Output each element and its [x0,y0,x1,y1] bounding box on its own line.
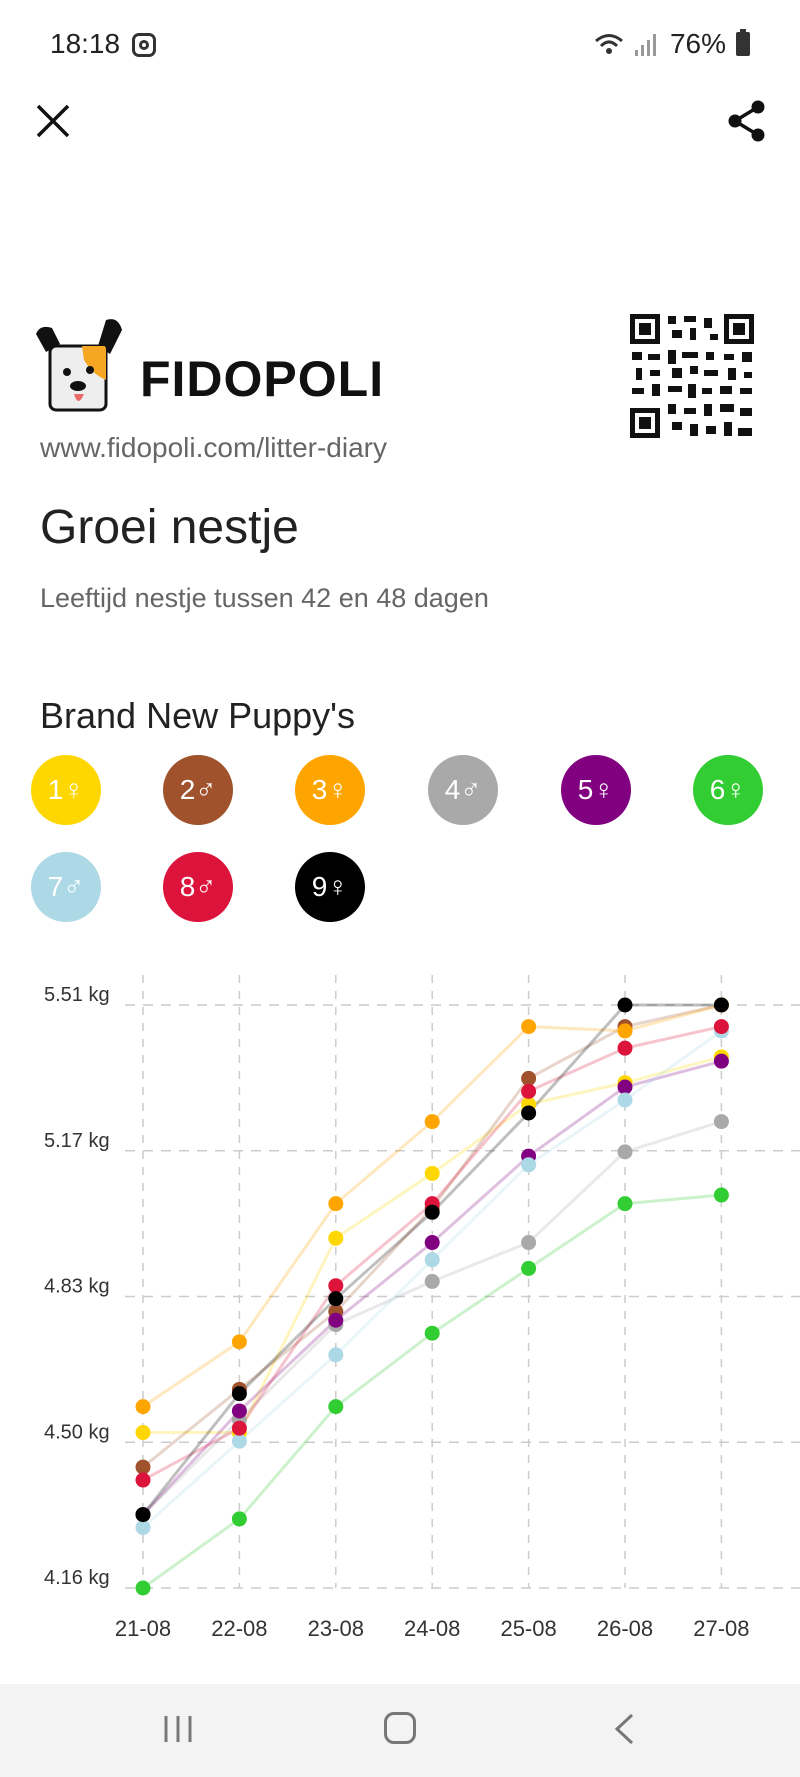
back-icon[interactable] [612,1712,636,1746]
data-point-4 [521,1235,537,1251]
y-tick-label: 4.50 kg [44,1421,110,1443]
x-tick-label: 27-08 [693,1616,749,1641]
puppy-badge-7[interactable]: 7♂ [31,852,101,922]
data-point-3 [231,1334,247,1350]
data-point-8 [231,1420,247,1436]
status-icons: 76% [594,28,750,60]
data-point-8 [713,1019,729,1035]
data-point-6 [328,1399,344,1415]
y-tick-label: 4.16 kg [44,1567,110,1589]
data-point-3 [328,1196,344,1212]
data-point-5 [713,1053,729,1069]
status-bar: 18:18 76% [0,0,800,92]
data-point-4 [424,1273,440,1289]
puppy-badge-4[interactable]: 4♂ [428,755,498,825]
data-point-9 [713,997,729,1013]
x-tick-label: 22-08 [211,1616,267,1641]
data-point-4 [713,1114,729,1130]
data-point-8 [617,1040,633,1056]
data-point-6 [424,1325,440,1341]
y-tick-label: 4.83 kg [44,1276,110,1298]
data-point-7 [424,1252,440,1268]
data-point-7 [135,1520,151,1536]
data-point-9 [521,1105,537,1121]
brand-name: FIDOPOLI [140,351,385,407]
data-point-7 [521,1157,537,1173]
data-point-7 [231,1433,247,1449]
data-point-8 [328,1278,344,1294]
top-bar [0,92,800,152]
data-point-5 [231,1403,247,1419]
puppy-badge-8[interactable]: 8♂ [163,852,233,922]
data-point-6 [713,1187,729,1203]
x-tick-label: 25-08 [500,1616,556,1641]
data-point-7 [328,1347,344,1363]
wifi-icon [594,34,623,54]
close-icon[interactable] [32,100,74,142]
instagram-icon [132,33,156,57]
page-title: Groei nestje [40,501,299,554]
growth-chart: 5.51 kg 5.17 kg 4.83 kg 4.50 kg 4.16 kg 21-08… [44,975,800,1641]
data-point-3 [521,1019,537,1035]
data-point-6 [135,1580,151,1596]
data-point-1 [328,1230,344,1246]
navigation-bar [0,1684,800,1777]
data-point-9 [231,1386,247,1402]
data-point-9 [424,1204,440,1220]
qr-code-icon [628,312,756,440]
data-point-3 [135,1399,151,1415]
data-point-1 [424,1165,440,1181]
puppy-badge-6[interactable]: 6♀ [693,755,763,825]
data-point-8 [521,1083,537,1099]
battery-percentage: 76% [669,28,726,59]
puppy-badge-3[interactable]: 3♀ [295,755,365,825]
data-point-9 [328,1291,344,1307]
data-point-6 [231,1511,247,1527]
data-point-6 [617,1196,633,1212]
litter-name: Brand New Puppy's [40,695,356,736]
x-tick-label: 23-08 [308,1616,364,1641]
data-point-9 [135,1507,151,1523]
data-point-6 [521,1260,537,1276]
x-tick-label: 21-08 [115,1616,171,1641]
data-point-9 [617,997,633,1013]
data-point-5 [328,1312,344,1328]
data-point-5 [617,1079,633,1095]
puppy-badge-5[interactable]: 5♀ [561,755,631,825]
data-point-2 [135,1459,151,1475]
data-point-1 [135,1425,151,1441]
share-icon[interactable] [724,98,770,144]
y-tick-label: 5.17 kg [44,1130,110,1152]
fidopoli-dog-logo [36,319,122,412]
home-icon[interactable] [384,1712,416,1744]
y-tick-label: 5.51 kg [44,984,110,1006]
status-time: 18:18 [50,28,121,59]
puppy-badge-2[interactable]: 2♂ [163,755,233,825]
battery-icon [736,29,750,56]
website-url[interactable]: www.fidopoli.com/litter-diary [40,432,387,463]
data-point-7 [617,1092,633,1108]
litter-age-subtitle: Leeftijd nestje tussen 42 en 48 dagen [40,583,489,613]
data-point-5 [424,1235,440,1251]
puppy-badge-1[interactable]: 1♀ [31,755,101,825]
x-tick-label: 26-08 [597,1616,653,1641]
data-point-3 [617,1023,633,1039]
data-point-2 [521,1070,537,1086]
data-point-4 [617,1144,633,1160]
x-tick-label: 24-08 [404,1616,460,1641]
signal-icon [634,34,656,56]
recent-apps-icon[interactable] [162,1714,194,1744]
data-point-3 [424,1114,440,1130]
puppy-badge-9[interactable]: 9♀ [295,852,365,922]
data-point-8 [135,1472,151,1488]
